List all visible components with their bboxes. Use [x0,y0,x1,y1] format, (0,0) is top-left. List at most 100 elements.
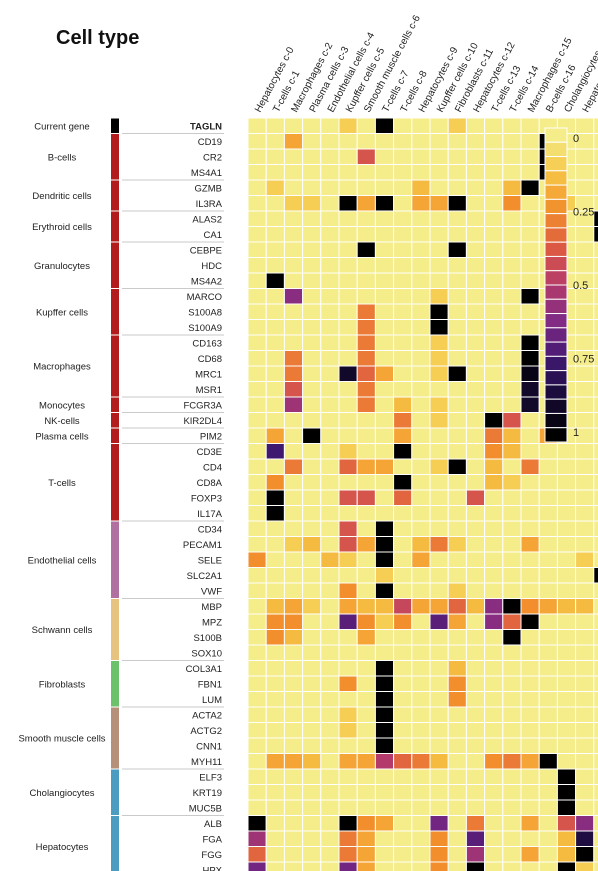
gene-label: MARCO [187,292,222,303]
heatmap-cell [393,815,413,832]
heatmap-cell [393,412,413,429]
heatmap-cell [575,257,595,274]
heatmap-cell [575,582,595,599]
heatmap-cell [484,629,504,646]
gene-label: PECAM1 [183,540,222,551]
heatmap-cell [593,815,598,832]
heatmap-cell [302,675,322,692]
heatmap-cell [302,117,322,134]
heatmap-cell [484,489,504,506]
heatmap-cell [556,598,577,615]
gene-label: MRC1 [195,369,222,380]
heatmap-cell [502,226,522,243]
heatmap-cell [265,210,285,227]
heatmap-cell [520,644,540,661]
heatmap-cell [393,489,413,506]
group-color-bar [111,413,119,428]
heatmap-cell [393,272,413,289]
heatmap-cell [283,660,304,677]
gene-label: FGG [201,850,222,861]
heatmap-cell [429,117,449,134]
heatmap-cell [447,288,467,305]
heatmap-cell [320,412,340,429]
heatmap-cell [393,644,413,661]
heatmap-cell [320,350,340,367]
heatmap-cell [283,629,304,646]
heatmap-cell [575,458,595,475]
heatmap-cell [283,427,304,444]
heatmap-cell [465,722,486,739]
heatmap-cell [247,737,267,754]
heatmap-cell [374,722,395,739]
heatmap-cell [411,350,431,367]
heatmap-cell [338,458,358,475]
heatmap-cell [575,846,595,863]
heatmap-cell [283,133,304,150]
heatmap-cell [465,629,486,646]
gene-label: S100A8 [188,307,222,318]
heatmap-cell [447,474,467,491]
heatmap-cell [374,226,395,243]
heatmap-cell [447,536,467,553]
heatmap-cell [411,179,431,196]
heatmap-cell [484,660,504,677]
heatmap-cell [484,272,504,289]
heatmap-cell [265,784,285,801]
heatmap-cell [374,830,395,847]
heatmap-cell [447,660,467,677]
heatmap-cell [502,133,522,150]
gene-label: COL3A1 [186,664,222,675]
colorbar-swatch [544,341,568,357]
heatmap-cell [502,536,522,553]
heatmap-cell [320,458,340,475]
heatmap-cell [484,133,504,150]
heatmap-cell [593,210,598,227]
heatmap-cell [465,489,486,506]
heatmap-cell [593,489,598,506]
heatmap-cell [520,148,540,165]
heatmap-cell [320,598,340,615]
heatmap-cell [393,675,413,692]
heatmap-cell [283,288,304,305]
heatmap-cell [447,613,467,630]
heatmap-cell [320,489,340,506]
heatmap-cell [393,334,413,351]
heatmap-cell [465,598,486,615]
heatmap-cell [247,272,267,289]
heatmap-cell [556,737,577,754]
heatmap-cell [302,551,322,568]
heatmap-cell [593,846,598,863]
heatmap-cell [538,582,558,599]
gene-label: FGA [202,834,222,845]
heatmap-cell [465,861,486,871]
heatmap-cell [374,753,395,770]
heatmap-cell [393,195,413,212]
heatmap-cell [283,799,304,816]
heatmap-cell [429,412,449,429]
heatmap-cell [338,148,358,165]
heatmap-cell [502,722,522,739]
heatmap-cell [320,768,340,785]
heatmap-cell [593,164,598,181]
heatmap-cell [393,551,413,568]
heatmap-cell [302,582,322,599]
heatmap-cell [393,830,413,847]
heatmap-cell [338,117,358,134]
heatmap-cell [374,272,395,289]
heatmap-cell [338,257,358,274]
heatmap-cell [593,288,598,305]
heatmap-cell [356,551,376,568]
heatmap-cell [447,768,467,785]
gene-label: MUC5B [189,803,222,814]
heatmap-cell [556,505,577,522]
heatmap-cell [356,846,376,863]
gene-label: KIR2DL4 [183,416,222,427]
heatmap-cell [338,365,358,382]
heatmap-cell [411,737,431,754]
heatmap-cell [356,241,376,258]
heatmap-cell [447,350,467,367]
group-color-bar [111,444,119,521]
heatmap-cell [520,799,540,816]
group-color-bar [111,242,119,288]
heatmap-cell [502,381,522,398]
